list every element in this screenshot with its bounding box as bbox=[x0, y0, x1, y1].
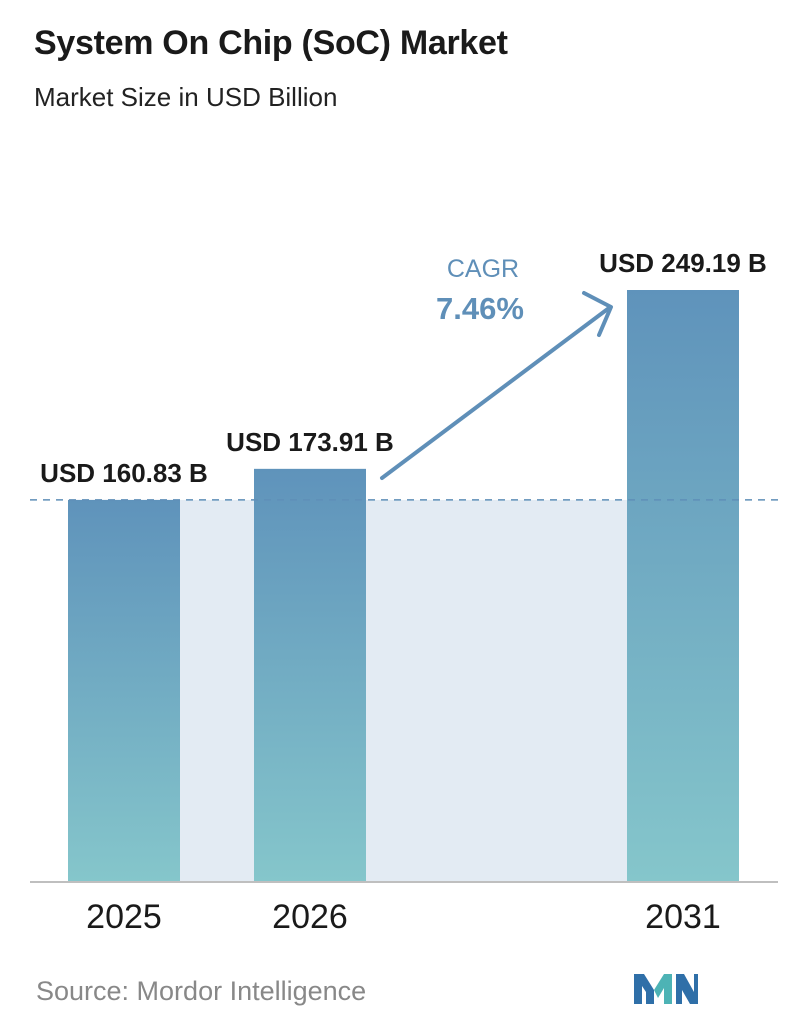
cagr-arrow bbox=[380, 291, 613, 480]
cagr-value: 7.46% bbox=[436, 291, 524, 326]
x-tick-2031: 2031 bbox=[645, 898, 721, 936]
data-label-2031: USD 249.19 B bbox=[599, 248, 767, 278]
x-tick-2025: 2025 bbox=[86, 898, 162, 936]
cagr-label: CAGR bbox=[447, 255, 519, 283]
chart-subtitle: Market Size in USD Billion bbox=[34, 82, 338, 112]
source-note: Source: Mordor Intelligence bbox=[36, 976, 367, 1006]
bar-2026 bbox=[254, 468, 366, 882]
data-label-2025: USD 160.83 B bbox=[40, 458, 208, 488]
bar-2025 bbox=[68, 499, 180, 882]
bar-chart: CAGR 7.46% USD 160.83 B USD 173.91 B USD 2… bbox=[30, 248, 782, 936]
mordor-intelligence-logo-icon bbox=[634, 974, 698, 1004]
bar-2031 bbox=[627, 290, 739, 882]
chart-title: System On Chip (SoC) Market bbox=[34, 24, 508, 62]
data-label-2026: USD 173.91 B bbox=[226, 427, 394, 457]
x-tick-2026: 2026 bbox=[272, 898, 348, 936]
